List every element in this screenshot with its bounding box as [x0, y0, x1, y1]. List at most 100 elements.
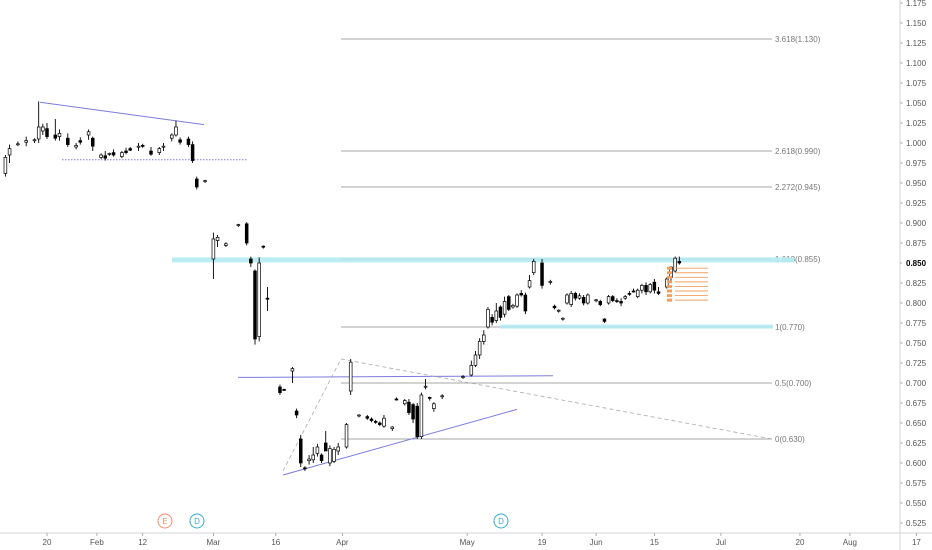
candle: [502, 296, 507, 318]
projection-tag: [667, 284, 672, 288]
dividend-marker[interactable]: D: [189, 513, 205, 529]
candle-body-down: [507, 296, 511, 310]
candlestick-series: [3, 101, 682, 471]
last-price-label: 0.850: [906, 259, 927, 268]
candle: [615, 298, 619, 303]
candle: [307, 455, 311, 465]
candle: [236, 223, 241, 227]
candle: [611, 295, 615, 303]
candle: [619, 298, 623, 307]
time-tick-label: Feb: [90, 538, 104, 547]
candle-body-up: [3, 157, 8, 174]
candle-body-up: [569, 293, 573, 305]
price-tick-label: 0.750: [906, 339, 927, 348]
candle: [486, 307, 490, 329]
candle-body-down: [644, 285, 648, 293]
horizontal-breakout-line[interactable]: [237, 375, 554, 378]
fib-anchor-line-up[interactable]: [282, 358, 342, 472]
candle: [215, 235, 220, 247]
candle-body-down: [611, 296, 615, 301]
price-tick-label: 0.675: [906, 399, 927, 408]
candle: [290, 367, 295, 383]
candle: [411, 403, 415, 423]
time-tick-label: Jul: [716, 538, 726, 547]
candle-body-up: [561, 317, 565, 320]
candle: [16, 141, 20, 147]
candle-body-down: [619, 301, 623, 304]
candle: [594, 299, 598, 303]
price-axis[interactable]: 1.175 1.150 1.125 1.100 1.075 1.050 1.025 1.000…: [899, 0, 932, 550]
projection-tag: [667, 298, 672, 302]
candle: [45, 123, 49, 139]
candle-body-up: [515, 294, 519, 307]
candle: [432, 402, 436, 412]
price-tick-label: 0.525: [906, 519, 927, 528]
ascending-support-line[interactable]: [282, 408, 518, 476]
price-tick-label: 0.800: [906, 299, 927, 308]
candle: [319, 453, 324, 463]
time-tick-label: 16: [271, 538, 280, 547]
candle-body-up: [423, 385, 428, 388]
price-tick-label: 0.925: [906, 199, 927, 208]
candle: [382, 415, 386, 428]
price-tick-label: 1.100: [906, 59, 927, 68]
candle-body-up: [577, 295, 582, 299]
candle-body-up: [257, 262, 261, 337]
candle-body-down: [178, 139, 182, 143]
candle: [86, 129, 91, 140]
candle: [482, 330, 486, 345]
candle-body-up: [120, 152, 124, 157]
earnings-marker[interactable]: E: [157, 513, 173, 529]
candle: [332, 447, 336, 463]
candle-body-down: [519, 293, 523, 296]
candle-body-down: [498, 306, 503, 318]
candle-body-down: [278, 386, 282, 393]
candle-body-down: [523, 294, 528, 312]
candle: [407, 399, 411, 415]
candle: [24, 136, 28, 147]
candle: [598, 299, 603, 307]
candle: [390, 426, 395, 431]
candle: [7, 144, 12, 163]
dividend-marker[interactable]: D: [493, 513, 509, 529]
candle-body-up: [311, 454, 315, 461]
candle: [190, 141, 195, 163]
candle-body-down: [631, 290, 636, 293]
candle-body-up: [344, 424, 349, 448]
candle: [157, 147, 162, 155]
candle: [602, 318, 607, 323]
fib-anchor-line-down[interactable]: [340, 358, 773, 440]
candle-body-down: [140, 145, 145, 147]
support-zone-highlight: [500, 324, 773, 329]
candle: [556, 309, 561, 313]
candle: [477, 338, 482, 359]
trend-line-drawings[interactable]: [39, 101, 773, 476]
time-tick-label: Apr: [336, 538, 349, 547]
candle-body-up: [36, 126, 41, 140]
candle-body-up: [502, 301, 507, 315]
candle: [315, 443, 320, 457]
candle-body-up: [136, 145, 141, 148]
candle-body-up: [511, 305, 515, 308]
earnings-marker-circle: [157, 513, 173, 529]
candle-body-up: [486, 309, 490, 328]
candle: [303, 466, 307, 471]
candle: [278, 384, 282, 395]
fib-level-label: 0(0.630): [775, 435, 805, 444]
candle: [161, 143, 166, 151]
descending-resistance-line[interactable]: [39, 101, 205, 126]
candle-body-up: [673, 257, 677, 272]
candle-body-down: [244, 223, 249, 244]
candle: [527, 275, 532, 289]
price-tick-label: 0.650: [906, 419, 927, 428]
time-axis[interactable]: 20 Feb 12 Mar 16 Apr May 19 Jun 15 Jul 20 Aug 17: [0, 532, 932, 547]
candle: [490, 314, 494, 326]
candle: [107, 152, 112, 156]
price-tick-label: 1.050: [906, 99, 927, 108]
candle: [128, 147, 132, 151]
candle: [631, 288, 636, 293]
candle: [415, 403, 419, 439]
